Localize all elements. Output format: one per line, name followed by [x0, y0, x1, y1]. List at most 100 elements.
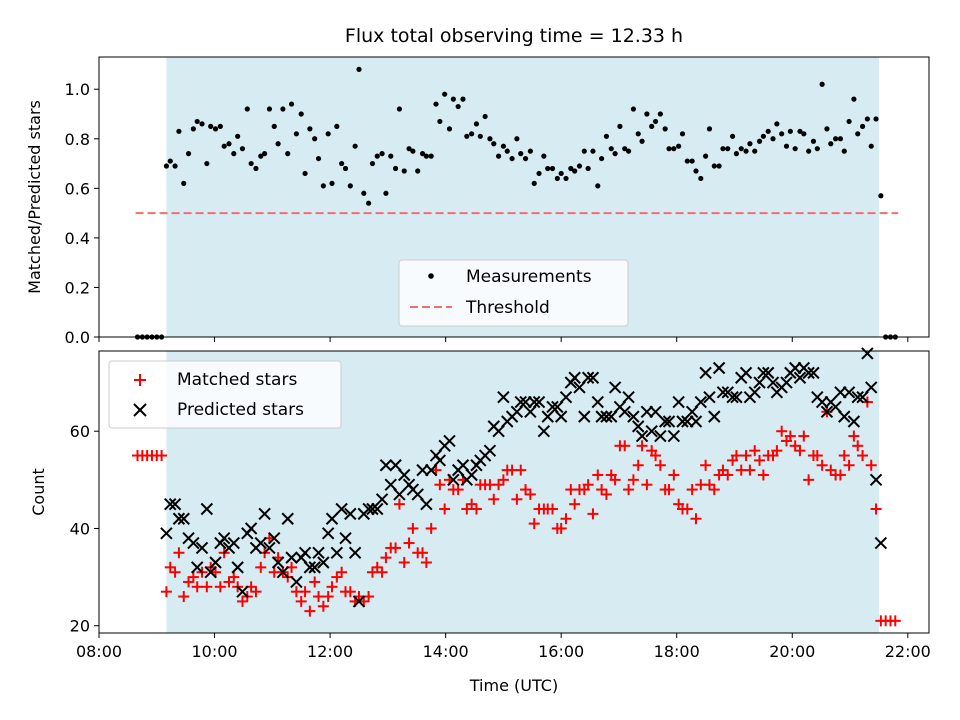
bottom-legend-box: [108, 360, 342, 429]
matched-star-point: [380, 552, 392, 564]
measurement-point: [841, 148, 847, 154]
matched-star-point: [390, 542, 402, 554]
matched-star-point: [420, 557, 432, 568]
measurement-point: [482, 113, 488, 120]
predicted-star-point: [325, 512, 339, 525]
measurement-point: [342, 165, 349, 172]
predicted-star-point: [667, 429, 681, 443]
predicted-star-point: [258, 507, 271, 521]
measurement-point: [199, 121, 205, 127]
predicted-star-point: [231, 561, 244, 574]
predicted-star-point: [375, 493, 389, 506]
matched-star-point: [686, 484, 698, 496]
matched-star-point: [398, 557, 410, 568]
measurement-point: [262, 151, 268, 157]
measurement-point: [846, 118, 852, 125]
top-panel-ylabel: Matched/Predicted stars: [25, 100, 44, 294]
matched-star-point: [344, 586, 356, 598]
predicted-star-point: [537, 425, 551, 438]
measurement-point: [752, 148, 758, 154]
predicted-star-point: [195, 541, 209, 555]
predicted-star-point: [389, 459, 402, 472]
measurement-point: [792, 146, 798, 152]
matched-star-point: [371, 561, 383, 573]
bottom-xtick-label: 20:00: [769, 642, 815, 661]
measurement-point: [864, 116, 870, 122]
measurement-point: [725, 146, 731, 152]
measurement-point: [703, 153, 709, 159]
predicted-star-point: [317, 556, 330, 569]
predicted-star-point: [209, 556, 222, 569]
predicted-star-point: [869, 473, 883, 487]
matched-star-point: [164, 561, 176, 573]
matched-star-point: [717, 464, 729, 476]
matched-star-point: [156, 450, 168, 462]
measurement-point: [797, 128, 803, 134]
measurement-point: [495, 153, 502, 159]
matched-star-point: [560, 513, 572, 525]
measurement-point: [500, 143, 507, 149]
predicted-star-point: [244, 522, 258, 535]
predicted-star-point: [761, 366, 775, 380]
measurement-point: [649, 123, 655, 129]
matched-star-point: [825, 464, 837, 476]
measurement-point: [859, 123, 866, 129]
measurement-point: [298, 111, 304, 117]
predicted-star-point: [217, 531, 231, 545]
matched-star-point: [317, 600, 329, 612]
measurement-point: [522, 155, 529, 162]
predicted-star-point: [586, 371, 600, 384]
measurement-point: [738, 146, 744, 152]
predicted-star-point: [168, 497, 182, 511]
matched-star-point: [834, 469, 846, 481]
predicted-star-point: [200, 502, 214, 516]
measurement-point: [487, 136, 493, 142]
predicted-star-point: [802, 366, 815, 380]
matched-star-point: [700, 459, 712, 471]
measurement-point: [612, 151, 618, 157]
matched-star-point: [191, 581, 203, 593]
predicted-star-point: [820, 405, 834, 418]
measurement-point: [366, 200, 372, 206]
measurement-point: [635, 131, 641, 137]
predicted-star-point: [708, 410, 721, 423]
predicted-star-point: [371, 502, 384, 516]
top-ytick-label: 0.6: [65, 179, 90, 198]
predicted-star-point: [622, 390, 635, 404]
predicted-star-point: [793, 371, 807, 384]
measurement-point: [689, 158, 695, 164]
predicted-star-point: [172, 512, 186, 525]
measurement-point: [855, 131, 861, 137]
measurement-point: [221, 143, 227, 149]
bottom-xtick-label: 16:00: [538, 642, 584, 661]
matched-star-point: [852, 440, 864, 452]
predicted-star-point: [330, 546, 344, 559]
matched-star-point: [183, 576, 195, 588]
measurement-point: [531, 180, 537, 186]
measurement-point: [374, 153, 380, 159]
matched-star-point: [366, 566, 378, 578]
measurement-point: [253, 165, 259, 172]
predicted-star-point: [716, 386, 730, 399]
matched-star-point: [740, 450, 752, 462]
predicted-star-point: [227, 536, 241, 550]
predicted-star-point: [861, 347, 874, 360]
measurement-point: [518, 151, 524, 157]
matched-star-point: [632, 459, 644, 471]
predicted-star-point: [847, 415, 861, 428]
measurement-point: [585, 165, 591, 172]
measurement-point: [285, 151, 291, 157]
predicted-star-point: [164, 497, 177, 511]
measurement-point: [671, 146, 677, 152]
predicted-star-point: [618, 405, 631, 418]
matched-star-point: [627, 474, 639, 486]
measurement-point: [711, 163, 717, 169]
predicted-star-point: [384, 478, 397, 491]
measurement-point: [190, 126, 196, 132]
bottom-xtick-label: 18:00: [654, 642, 700, 661]
measurement-point: [504, 148, 510, 154]
measurement-point: [783, 143, 790, 149]
predicted-star-point: [393, 488, 406, 501]
measurement-point: [244, 106, 250, 112]
bottom-panel-marks: [132, 347, 901, 627]
